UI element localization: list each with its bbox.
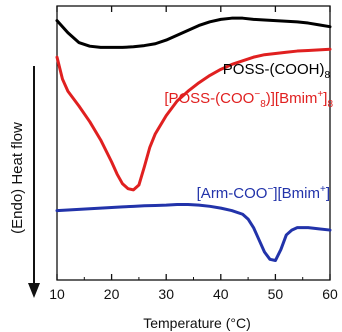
x-tick-label: 40 (213, 286, 229, 302)
series-label-arm-coo-bmim-pre: [Arm-COO (197, 185, 268, 202)
series-label-poss-coo-bmim-end-sub: 8 (327, 99, 333, 110)
series-label-arm-coo-bmim-pre-sup: − (267, 184, 273, 195)
series-label-arm-coo-bmim-end: ] (326, 185, 330, 202)
series-label-arm-coo-bmim: [Arm-COO−][Bmim+] (197, 184, 330, 202)
series-line-0 (55, 16, 332, 49)
series-line-1 (55, 47, 332, 192)
series-label-poss-coo-bmim-post: ][Bmim (271, 90, 318, 107)
series-label-poss-coo-bmim-end: ] (323, 90, 327, 107)
y-axis-arrow (28, 66, 40, 298)
y-axis-label: (Endo) Heat flow (9, 122, 26, 234)
x-tick-label: 20 (104, 286, 120, 302)
x-tick-label: 30 (158, 286, 174, 302)
plot-area: 10 20 30 40 50 60 (49, 5, 338, 302)
series-label-poss-coo-bmim: [POSS-(COO−8)][Bmim+]8 (164, 89, 333, 110)
series-label-poss-coo-bmim-mid: ) (266, 90, 271, 107)
x-tick-label: 60 (322, 286, 338, 302)
series-label-poss-coo-bmim-pre: [POSS-(COO (164, 90, 254, 107)
x-tick-label: 10 (49, 286, 65, 302)
series-label-arm-coo-bmim-post-sup: + (320, 184, 326, 195)
series-label-poss-coo-bmim-pre-sup: − (254, 89, 260, 100)
series-line-2 (55, 203, 332, 263)
series-label-poss-coo-bmim-pre-sub: 8 (260, 99, 266, 110)
series-label-poss-coo-bmim-post-sup: + (317, 89, 323, 100)
series-label-poss-cooh: POSS-(COOH)8 (223, 61, 331, 81)
x-axis-label: Temperature (°C) (143, 315, 251, 331)
series-label-poss-cooh-sub: 8 (324, 70, 330, 81)
series-label-arm-coo-bmim-post: ][Bmim (273, 185, 320, 202)
x-tick-label: 50 (268, 286, 284, 302)
series-label-poss-cooh-base: POSS-(COOH) (223, 61, 325, 78)
